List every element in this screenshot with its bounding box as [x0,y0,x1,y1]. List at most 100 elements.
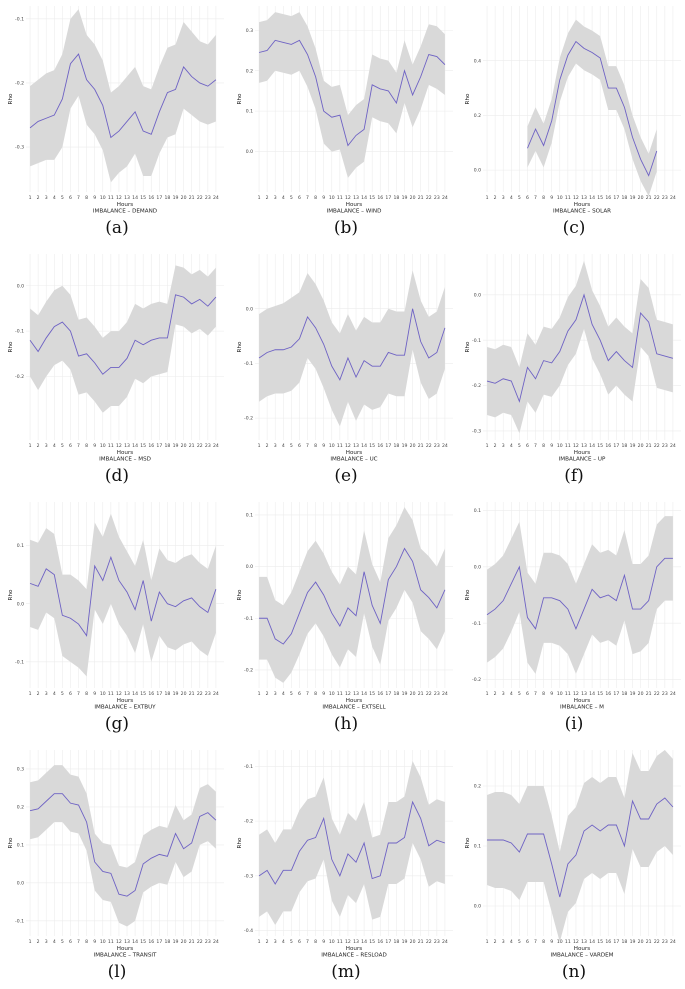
x-tick-label: 4 [53,443,56,449]
x-tick-label: 22 [197,691,203,697]
x-tick-label: 12 [345,443,351,449]
x-tick-label: 8 [85,939,88,945]
x-tick-label: 22 [426,443,432,449]
x-tick-label: 15 [140,939,146,945]
x-tick-label: 21 [418,195,424,201]
x-tick-label: 3 [502,939,505,945]
y-tick-label: 0.2 [474,113,481,119]
series-line [29,294,217,375]
y-tick-label: 0.0 [246,149,253,155]
x-tick-label: 6 [526,443,529,449]
chart-title: IMBALANCE – TRANSIT [94,953,157,959]
x-tick-label: 18 [164,691,170,697]
x-tick-label: 12 [116,691,122,697]
x-tick-label: 10 [100,195,106,201]
x-tick-label: 9 [93,691,96,697]
x-tick-label: 23 [205,195,211,201]
x-tick-label: 12 [116,443,122,449]
x-tick-label: 12 [345,939,351,945]
x-tick-label: 21 [418,443,424,449]
x-tick-label: 21 [189,691,195,697]
x-tick-label: 6 [298,195,301,201]
panel-caption: (f) [564,466,584,486]
x-tick-label: 17 [385,691,391,697]
x-tick-label: 2 [494,691,497,697]
panel-caption: (e) [334,466,358,486]
x-tick-label: 1 [29,443,32,449]
x-tick-label: 9 [93,443,96,449]
x-tick-label: 7 [534,195,537,201]
x-tick-label: 15 [369,443,375,449]
x-tick-label: 20 [410,691,416,697]
y-tick-label: 0.0 [246,564,253,570]
x-tick-label: 14 [589,443,595,449]
x-tick-label: 9 [322,939,325,945]
y-tick-label: 0.1 [474,508,481,514]
x-tick-label: 20 [638,195,644,201]
x-tick-label: 3 [502,691,505,697]
x-tick-label: 24 [442,443,448,449]
x-tick-label: 11 [108,939,114,945]
x-tick-label: 16 [148,443,154,449]
y-tick-label: 0.3 [17,767,24,773]
x-tick-label: 12 [573,691,579,697]
x-tick-label: 4 [510,443,513,449]
y-tick-label: -0.1 [472,338,481,344]
x-tick-label: 6 [69,443,72,449]
line-chart: 1 2 3 4 5 6 7 8 9 10 11 12 13 14 15 16 17 18 19 20 21 22 23 24-… [465,502,681,711]
x-tick-label: 2 [266,195,269,201]
x-tick-label: 19 [630,939,636,945]
x-tick-label: 13 [353,195,359,201]
chart-title: IMBALANCE – RESLOAD [321,953,387,959]
chart-panel: 1 2 3 4 5 6 7 8 9 10 11 12 13 14 15 16 17 18 19 20 21 22 23 24-… [463,248,685,492]
x-tick-label: 16 [605,443,611,449]
x-tick-label: 13 [124,443,130,449]
x-axis-label: Hours [574,946,590,952]
series-line [487,797,674,898]
x-tick-label: 20 [410,443,416,449]
x-tick-label: 5 [290,195,293,201]
panel-caption: (g) [104,714,130,734]
x-tick-label: 5 [290,443,293,449]
x-tick-label: 21 [189,443,195,449]
panel-caption: (n) [561,962,587,982]
x-tick-label: 22 [426,195,432,201]
x-tick-label: 6 [298,939,301,945]
x-tick-label: 5 [61,195,64,201]
y-axis-label: Rho [465,589,471,600]
x-tick-label: 2 [494,939,497,945]
x-tick-label: 7 [77,691,80,697]
y-tick-label: 0.0 [474,168,481,174]
chart-panel: 1 2 3 4 5 6 7 8 9 10 11 12 13 14 15 16 17 18 19 20 21 22 23 24-… [6,248,228,492]
confidence-band [30,513,216,677]
x-tick-label: 10 [100,691,106,697]
x-tick-label: 23 [662,691,668,697]
y-axis-label: Rho [8,589,14,600]
x-tick-label: 15 [140,691,146,697]
x-tick-label: 21 [189,195,195,201]
x-tick-label: 17 [385,939,391,945]
x-tick-label: 24 [442,939,448,945]
x-tick-label: 10 [329,939,335,945]
x-tick-label: 10 [557,691,563,697]
x-tick-label: 13 [124,939,130,945]
x-tick-label: 24 [670,195,676,201]
x-tick-label: 9 [93,195,96,201]
x-tick-label: 18 [164,195,170,201]
chart-title: IMBALANCE – EXTBUY [94,705,156,711]
x-tick-label: 14 [361,691,367,697]
x-tick-label: 22 [654,691,660,697]
line-chart: 1 2 3 4 5 6 7 8 9 10 11 12 13 14 15 16 17 18 19 20 21 22 23 240… [237,6,453,215]
y-tick-label: 0.0 [474,292,481,298]
y-axis-label: Rho [8,837,14,848]
x-axis-label: Hours [117,698,133,704]
x-tick-label: 6 [526,939,529,945]
x-axis-label: Hours [346,698,362,704]
x-tick-label: 18 [621,691,627,697]
x-tick-label: 5 [61,443,64,449]
x-tick-label: 23 [205,691,211,697]
line-chart: 1 2 3 4 5 6 7 8 9 10 11 12 13 14 15 16 17 18 19 20 21 22 23 24-… [8,502,224,711]
line-chart: 1 2 3 4 5 6 7 8 9 10 11 12 13 14 15 16 17 18 19 20 21 22 23 240… [465,6,681,215]
x-tick-label: 13 [124,691,130,697]
chart-title: IMBALANCE – UP [559,457,606,463]
